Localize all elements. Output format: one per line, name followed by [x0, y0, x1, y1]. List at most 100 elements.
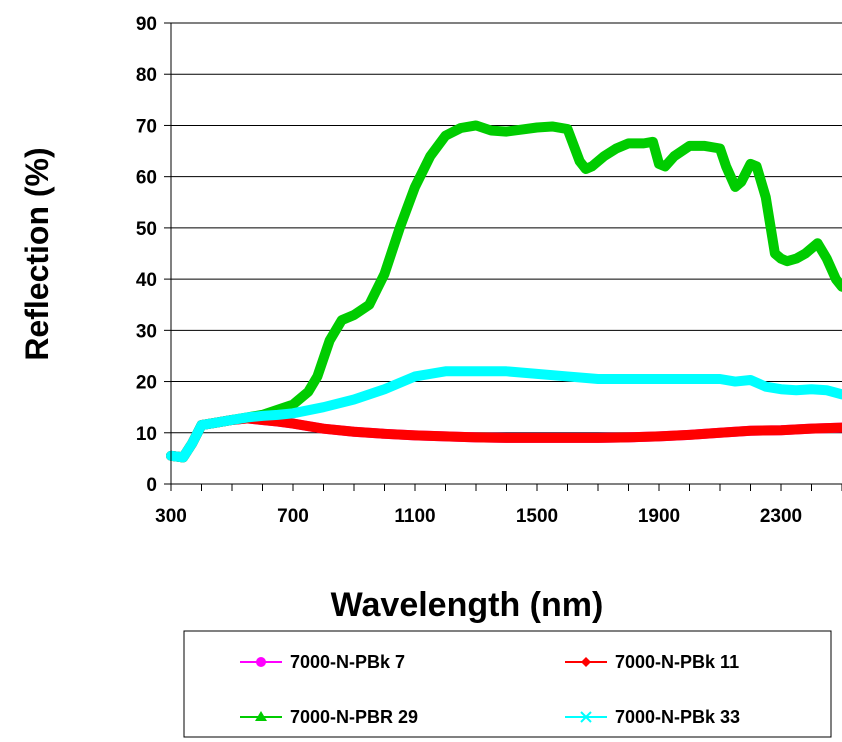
data-point [660, 161, 670, 171]
data-point [547, 121, 557, 131]
x-axis-title: Wavelength (nm) [331, 586, 604, 624]
data-point [471, 120, 481, 130]
data-point [813, 238, 823, 248]
series-line-2 [166, 120, 842, 463]
data-point [319, 424, 328, 434]
data-point [312, 371, 322, 381]
data-point [807, 384, 816, 394]
data-point [575, 156, 585, 166]
data-point [746, 426, 755, 436]
data-point [410, 430, 420, 440]
data-point [837, 423, 842, 433]
data-point [242, 412, 252, 422]
data-point [441, 431, 450, 441]
data-point [593, 374, 603, 384]
data-point [178, 452, 188, 462]
legend: 7000-N-PBk 7 7000-N-PBk 11 7000-N-PBR 29 70… [183, 630, 832, 738]
data-point [337, 315, 347, 325]
data-point [227, 415, 237, 425]
legend-label: 7000-N-PBR 29 [290, 707, 418, 727]
data-point [752, 161, 762, 171]
data-point [611, 143, 621, 153]
data-point [715, 143, 725, 153]
data-point [587, 161, 597, 171]
data-point [471, 432, 481, 442]
data-point [807, 424, 816, 434]
data-point [532, 122, 542, 132]
data-point [776, 425, 786, 435]
x-tick-label: 1900 [638, 506, 680, 527]
data-point [258, 411, 267, 421]
data-point [776, 384, 786, 394]
data-point [471, 366, 481, 376]
data-point [288, 419, 298, 429]
y-tick-label: 50 [136, 219, 157, 240]
data-point [746, 375, 755, 385]
data-point [648, 137, 658, 147]
data-point [532, 433, 542, 443]
data-point [654, 431, 664, 441]
data-point [364, 300, 374, 310]
y-axis-title: Reflection (%) [19, 147, 55, 360]
data-point [380, 384, 389, 394]
x-tick-label: 300 [155, 506, 187, 527]
y-tick-label: 10 [136, 424, 157, 445]
legend-marker-diamond [581, 657, 591, 667]
data-point [517, 125, 527, 135]
legend-item: 7000-N-PBk 11 [565, 652, 739, 672]
legend-item: 7000-N-PBk 33 [565, 707, 740, 727]
data-point [288, 408, 298, 418]
legend-marker-x [580, 711, 592, 723]
legend-item: 7000-N-PBk 7 [240, 652, 405, 672]
y-tick-label: 40 [136, 270, 157, 291]
data-point [502, 433, 511, 443]
data-point [212, 418, 222, 428]
data-point [730, 377, 740, 387]
data-point [837, 282, 842, 292]
data-point [685, 374, 694, 384]
data-point [822, 385, 832, 395]
data-point [349, 394, 359, 404]
tick-labels: 0 10 20 30 40 50 60 70 80 90 300 700 1100 1500 1900 230… [136, 14, 802, 527]
data-point [273, 410, 283, 420]
data-point [502, 127, 511, 137]
data-point [456, 123, 466, 133]
data-point [685, 430, 694, 440]
x-tick-label: 1100 [394, 506, 435, 527]
data-point [700, 141, 710, 151]
data-point [721, 161, 731, 171]
legend-marker-circle [256, 657, 266, 667]
data-point [822, 254, 832, 264]
y-tick-label: 0 [146, 475, 157, 496]
data-point [410, 182, 420, 192]
x-tick-label: 2300 [760, 506, 802, 527]
data-point [441, 366, 450, 376]
data-point [532, 369, 542, 379]
data-point [837, 389, 842, 399]
data-point [486, 126, 496, 136]
x-tick-label: 700 [277, 506, 309, 527]
data-point [800, 249, 810, 258]
data-point [319, 402, 328, 412]
data-point [685, 141, 694, 151]
data-point [669, 151, 679, 161]
data-point [791, 385, 801, 395]
data-point [770, 249, 780, 258]
data-point [654, 374, 664, 384]
data-point [736, 177, 746, 187]
data-point [380, 269, 389, 279]
data-point [761, 382, 771, 392]
legend-label: 7000-N-PBk 33 [615, 707, 740, 727]
data-point [288, 400, 298, 410]
legend-marker-triangle [255, 711, 267, 721]
data-point [624, 432, 633, 442]
data-point [380, 429, 389, 439]
legend-label: 7000-N-PBk 11 [615, 652, 739, 672]
data-point [593, 433, 603, 443]
data-point [410, 371, 420, 381]
data-point [715, 428, 725, 438]
data-point [624, 374, 633, 384]
data-point [831, 274, 841, 284]
data-point [502, 366, 511, 376]
